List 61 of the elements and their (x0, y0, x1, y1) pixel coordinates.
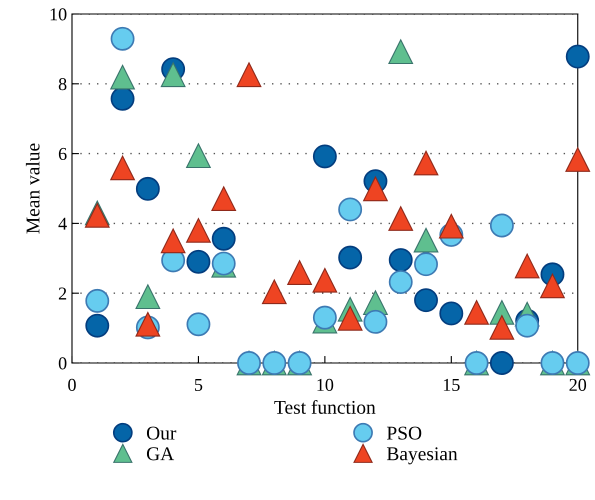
point (338, 246, 362, 270)
point (363, 176, 388, 202)
x-tick-label: 20 (570, 378, 586, 391)
point (85, 288, 110, 313)
point (236, 62, 262, 88)
point (388, 248, 413, 272)
point (160, 62, 186, 88)
legend-label: Bayesian (386, 447, 458, 464)
point (566, 44, 590, 69)
y-tick-label: 10 (50, 8, 66, 20)
point (85, 314, 110, 338)
x-tick-label: 5 (194, 378, 202, 391)
point (312, 268, 338, 293)
point (160, 228, 186, 254)
point (110, 156, 135, 180)
point (186, 218, 211, 243)
point (287, 260, 312, 285)
point (338, 306, 363, 331)
point (312, 144, 337, 168)
y-axis-title: Mean value (26, 144, 40, 234)
point (414, 150, 438, 176)
y-tick-label: 6 (58, 148, 67, 160)
point (490, 214, 514, 238)
point (312, 306, 337, 330)
point (490, 315, 514, 340)
point (262, 279, 287, 304)
point (565, 147, 590, 172)
point (186, 143, 211, 168)
point (136, 176, 160, 201)
legend-label: PSO (386, 426, 422, 440)
point (490, 351, 514, 375)
point (414, 288, 438, 312)
point (514, 254, 540, 278)
point (135, 284, 160, 310)
y-tick-label: 0 (58, 357, 66, 370)
point (388, 270, 413, 294)
point (110, 64, 135, 90)
x-tick-label: 0 (68, 378, 76, 391)
point (110, 26, 135, 51)
legend-label: GA (146, 447, 174, 460)
point (186, 250, 210, 274)
legend-label: Our (146, 426, 176, 440)
y-tick-label: 4 (58, 218, 67, 230)
y-tick-label: 8 (58, 78, 66, 90)
point (439, 301, 464, 326)
point (540, 274, 565, 298)
point (464, 300, 489, 325)
point (338, 197, 362, 222)
x-tick-label: 15 (444, 378, 460, 391)
point (414, 228, 438, 253)
point (388, 39, 414, 64)
point (438, 214, 464, 239)
point (388, 206, 414, 231)
point (212, 226, 236, 251)
y-tick-label: 2 (58, 288, 66, 300)
point (186, 312, 210, 336)
x-axis-title: Test function (274, 400, 376, 414)
point (414, 252, 438, 276)
x-tick-label: 10 (317, 378, 334, 391)
point (364, 310, 388, 334)
point (211, 186, 236, 211)
